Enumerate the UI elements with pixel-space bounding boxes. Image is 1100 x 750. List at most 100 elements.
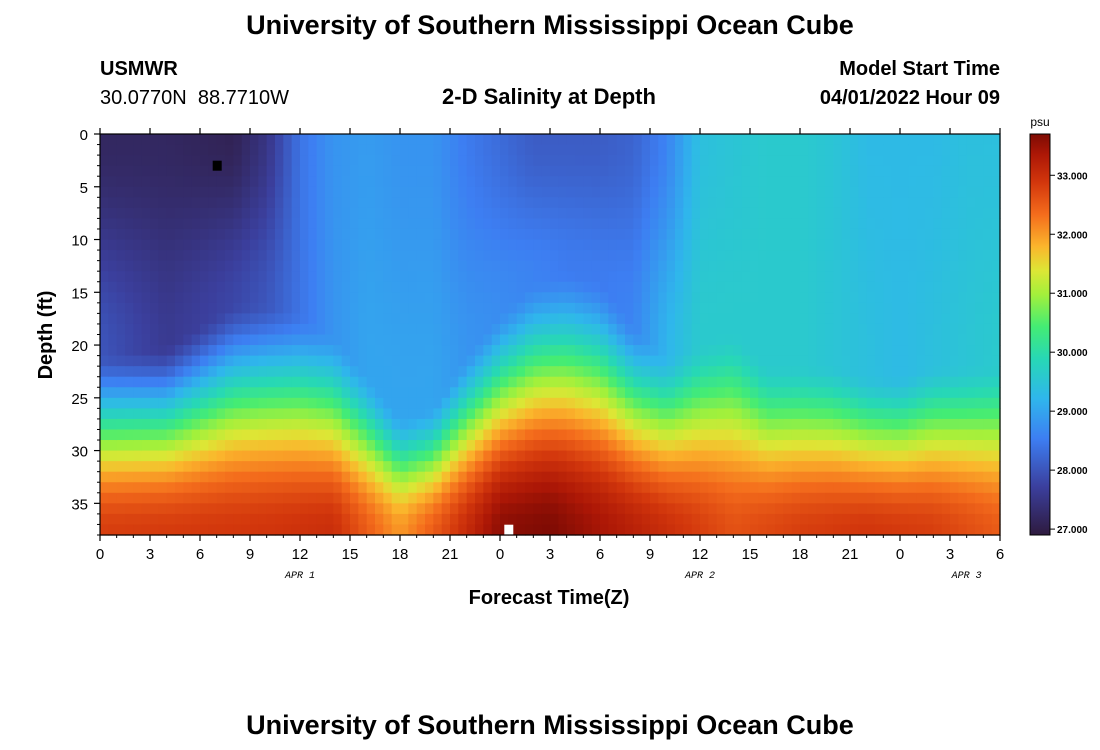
heatmap-cell (258, 376, 268, 388)
heatmap-cell (500, 313, 509, 325)
heatmap-cell (316, 450, 326, 462)
heatmap-cell (100, 440, 109, 452)
heatmap-cell (366, 197, 376, 209)
heatmap-cell (158, 513, 168, 526)
heatmap-cell (233, 461, 243, 473)
heatmap-cell (775, 461, 784, 473)
heatmap-cell (133, 492, 143, 504)
heatmap-cell (175, 207, 184, 220)
heatmap-cell (466, 513, 476, 526)
heatmap-cell (891, 345, 901, 357)
heatmap-cell (450, 207, 459, 220)
heatmap-cell (208, 408, 218, 420)
heatmap-cell (150, 271, 159, 283)
heatmap-cell (683, 492, 693, 504)
heatmap-cell (841, 144, 851, 156)
heatmap-cell (458, 418, 468, 431)
heatmap-cell (191, 250, 201, 262)
heatmap-cell (375, 313, 384, 325)
heatmap-cell (891, 197, 901, 209)
heatmap-cell (991, 503, 1001, 515)
heatmap-cell (508, 503, 518, 515)
heatmap-cell (141, 134, 151, 146)
heatmap-cell (733, 503, 743, 515)
heatmap-cell (791, 165, 801, 177)
heatmap-cell (166, 134, 176, 146)
heatmap-cell (325, 355, 334, 367)
heatmap-cell (116, 397, 126, 409)
heatmap-cell (666, 239, 676, 251)
heatmap-cell (858, 239, 868, 251)
heatmap-cell (783, 176, 793, 188)
heatmap-cell (616, 366, 626, 378)
heatmap-cell (308, 186, 318, 198)
heatmap-cell (541, 524, 551, 536)
heatmap-cell (700, 228, 709, 241)
heatmap-cell (733, 492, 743, 504)
heatmap-cell (600, 387, 609, 399)
heatmap-cell (708, 218, 718, 230)
heatmap-cell (283, 408, 293, 420)
heatmap-cell (558, 440, 568, 452)
heatmap-cell (275, 397, 284, 409)
heatmap-cell (533, 471, 543, 483)
heatmap-cell (491, 207, 501, 220)
heatmap-cell (541, 345, 551, 357)
heatmap-cell (658, 397, 668, 409)
heatmap-cell (150, 228, 159, 241)
heatmap-cell (133, 345, 143, 357)
heatmap-cell (558, 250, 568, 262)
heatmap-cell (150, 461, 159, 473)
heatmap-cell (850, 503, 859, 515)
heatmap-cell (316, 397, 326, 409)
heatmap-cell (225, 440, 234, 452)
heatmap-cell (991, 302, 1001, 314)
heatmap-cell (300, 260, 309, 272)
heatmap-cell (491, 144, 501, 156)
heatmap-cell (116, 450, 126, 462)
heatmap-cell (433, 165, 443, 177)
heatmap-cell (150, 260, 159, 272)
heatmap-cell (508, 450, 518, 462)
heatmap-cell (458, 471, 468, 483)
heatmap-cell (375, 429, 384, 441)
heatmap-cell (133, 471, 143, 483)
heatmap-cell (933, 260, 943, 272)
heatmap-cell (575, 440, 584, 452)
heatmap-cell (675, 418, 684, 431)
heatmap-cell (975, 323, 984, 336)
heatmap-cell (558, 134, 568, 146)
heatmap-cell (816, 302, 826, 314)
heatmap-cell (633, 471, 643, 483)
heatmap-cell (233, 165, 243, 177)
heatmap-cell (591, 144, 601, 156)
heatmap-cell (683, 165, 693, 177)
heatmap-cell (816, 524, 826, 536)
heatmap-cell (283, 376, 293, 388)
heatmap-cell (458, 144, 468, 156)
heatmap-cell (641, 313, 651, 325)
heatmap-cell (650, 250, 659, 262)
heatmap-cell (733, 418, 743, 431)
heatmap-cell (558, 524, 568, 536)
heatmap-cell (125, 218, 134, 230)
heatmap-cell (208, 134, 218, 146)
heatmap-cell (633, 397, 643, 409)
heatmap-cell (500, 471, 509, 483)
heatmap-cell (125, 134, 134, 146)
heatmap-cell (383, 408, 393, 420)
heatmap-cell (241, 207, 251, 220)
heatmap-cell (691, 387, 701, 399)
heatmap-cell (116, 387, 126, 399)
heatmap-cell (933, 281, 943, 293)
heatmap-cell (783, 397, 793, 409)
heatmap-cell (625, 376, 634, 388)
heatmap-cell (183, 323, 193, 336)
heatmap-cell (983, 387, 993, 399)
heatmap-cell (500, 165, 509, 177)
heatmap-cell (400, 302, 409, 314)
heatmap-cell (850, 302, 859, 314)
heatmap-cell (583, 376, 593, 388)
heatmap-cell (541, 292, 551, 304)
heatmap-cell (400, 440, 409, 452)
